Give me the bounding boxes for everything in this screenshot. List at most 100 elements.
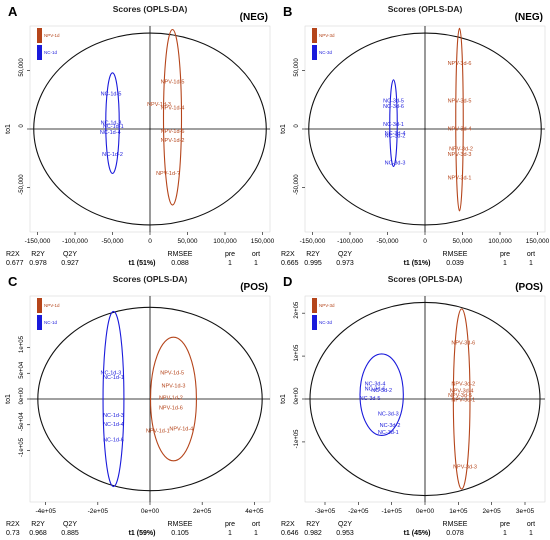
point-label: NPV-1d-3 <box>147 102 171 108</box>
stats-value: 1 <box>254 530 258 537</box>
point-label: NPV-3d-2 <box>449 146 473 152</box>
panel-mode: (NEG) <box>240 12 268 23</box>
legend-label: NPV-3d <box>319 33 335 38</box>
point-label: NC-1d-4 <box>100 130 121 136</box>
x-axis-label: t1 (51%) <box>129 260 156 267</box>
hotelling-ellipse <box>309 301 541 497</box>
stats-value: 0.646 <box>281 530 299 537</box>
point-label: NC-1d-6 <box>103 438 124 444</box>
legend-swatch <box>312 45 317 60</box>
legend-swatch <box>37 298 42 313</box>
legend-label: NC-3d <box>319 50 333 55</box>
point-label: NC-1d-3 <box>100 371 121 377</box>
stats-value: 0.105 <box>171 530 189 537</box>
x-tick-label: 100,000 <box>488 238 512 245</box>
x-tick-label: -3e+05 <box>315 508 336 515</box>
hotelling-ellipse <box>37 306 263 492</box>
stats-header: pre <box>500 251 510 258</box>
y-tick-label: 50,000 <box>19 58 25 77</box>
y-tick-label: 1e+05 <box>19 335 25 353</box>
panel-letter: A <box>8 4 18 19</box>
x-tick-label: 3e+05 <box>516 508 535 515</box>
point-label: NC-3d-2 <box>371 388 392 394</box>
panel-d: D Scores (OPLS-DA)(POS)NC-3d-4NC-3d-6NC-3… <box>280 274 546 537</box>
stats-header: RMSEE <box>168 251 193 258</box>
point-label: NPV-3d-6 <box>451 341 475 347</box>
y-tick-label: 50,000 <box>294 58 300 77</box>
point-label: NPV-3d-3 <box>448 152 472 158</box>
legend-label: NPV-1d <box>44 33 60 38</box>
point-label: NPV-1d-5 <box>160 371 184 377</box>
point-label: NPV-3d-3 <box>453 464 477 470</box>
stats-value: 0.953 <box>336 530 354 537</box>
point-label: NPV-3d-1 <box>451 397 475 403</box>
group-ellipse-npv-1d <box>162 28 183 206</box>
y-tick-label: -5e+04 <box>19 412 25 432</box>
panel-c: C Scores (OPLS-DA)(POS)NC-1d-3NC-1d-1NC-1… <box>5 274 271 537</box>
x-tick-label: 2e+05 <box>483 508 502 515</box>
group-ellipse-nc-3d <box>389 79 398 168</box>
stats-value: 0.982 <box>304 530 322 537</box>
y-tick-label: 5e+04 <box>19 361 25 379</box>
x-tick-label: -50,000 <box>376 238 398 245</box>
point-label: NC-3d-4 <box>365 381 386 387</box>
point-label: NC-1d-1 <box>103 375 124 381</box>
legend-swatch <box>37 315 42 330</box>
legend-label: NC-1d <box>44 50 58 55</box>
point-label: NC-3d-4 <box>385 131 406 137</box>
point-label: NC-1d-4 <box>103 422 124 428</box>
stats-header: pre <box>225 251 235 258</box>
panel-title: Scores (OPLS-DA) <box>388 274 463 284</box>
stats-header: pre <box>500 521 510 528</box>
point-label: NPV-3d-4 <box>448 126 472 132</box>
legend-swatch <box>312 315 317 330</box>
y-tick-label: -50,000 <box>19 174 25 195</box>
y-tick-label: 1e+05 <box>294 344 300 362</box>
x-axis-label: t1 (59%) <box>129 530 156 537</box>
stats-value: 0.088 <box>171 260 189 267</box>
point-label: NC-3d-5 <box>383 98 404 104</box>
legend-swatch <box>37 45 42 60</box>
panel-letter: B <box>283 4 292 19</box>
panel-title: Scores (OPLS-DA) <box>113 4 188 14</box>
stats-header: ort <box>527 251 535 258</box>
stats-header: RMSEE <box>443 251 468 258</box>
x-tick-label: 100,000 <box>213 238 237 245</box>
panel-mode: (POS) <box>240 282 268 293</box>
stats-header: R2X <box>6 251 20 258</box>
point-label: NC-1d-2 <box>102 152 123 158</box>
point-label: NPV-3d-6 <box>448 61 472 67</box>
stats-value: 0.73 <box>6 530 20 537</box>
group-ellipse-nc-1d <box>102 310 125 488</box>
stats-header: R2Y <box>306 251 320 258</box>
legend-label: NPV-3d <box>319 303 335 308</box>
stats-header: R2X <box>281 521 295 528</box>
point-label: NPV-3d-5 <box>448 98 472 104</box>
y-tick-label: 0e+00 <box>294 387 300 405</box>
point-label: NPV-3d-5 <box>448 393 472 399</box>
stats-header: ort <box>252 521 260 528</box>
group-ellipse-nc-3d <box>359 353 404 437</box>
stats-header: R2X <box>6 521 20 528</box>
point-label: NC-3d-6 <box>383 104 404 110</box>
y-tick-label: 0 <box>294 124 300 128</box>
legend-label: NPV-1d <box>44 303 60 308</box>
x-tick-label: -100,000 <box>337 238 363 245</box>
hotelling-ellipse <box>33 32 267 226</box>
x-tick-label: 2e+05 <box>193 508 212 515</box>
y-axis-label: to1 <box>280 124 287 134</box>
point-label: NC-3d-3 <box>385 160 406 166</box>
x-tick-label: 150,000 <box>251 238 275 245</box>
y-axis-label: to1 <box>280 394 287 404</box>
point-label: NC-3d-6 <box>365 387 386 393</box>
stats-value: 0.995 <box>304 260 322 267</box>
stats-header: R2Y <box>31 251 45 258</box>
point-label: NPV-1d-6 <box>159 406 183 412</box>
x-tick-label: -150,000 <box>300 238 326 245</box>
legend-swatch <box>312 298 317 313</box>
x-tick-label: 50,000 <box>453 238 473 245</box>
x-tick-label: 0 <box>148 238 152 245</box>
x-tick-label: 0e+00 <box>416 508 435 515</box>
hotelling-ellipse <box>308 32 542 226</box>
